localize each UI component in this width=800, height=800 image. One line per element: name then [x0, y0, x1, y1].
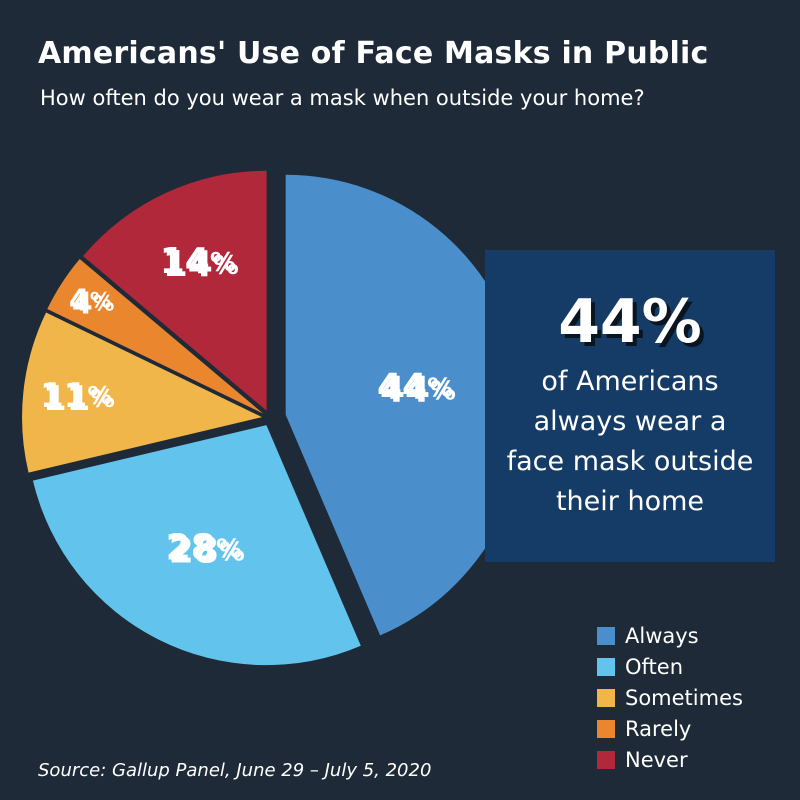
slice-label: 4%	[69, 283, 112, 318]
legend-item-rarely: Rarely	[597, 713, 743, 744]
callout-value: 44%	[558, 287, 702, 357]
legend-label: Sometimes	[625, 685, 743, 710]
legend-swatch	[597, 750, 615, 769]
pie-slice-often	[32, 425, 361, 666]
legend-label: Always	[625, 623, 699, 648]
legend-swatch	[597, 626, 615, 645]
legend-item-always: Always	[597, 620, 743, 651]
legend-swatch	[597, 657, 615, 676]
legend-label: Often	[625, 654, 684, 679]
slice-label-shadow: 11%	[43, 378, 115, 418]
legend: Always Often Sometimes Rarely Never	[597, 620, 743, 775]
slice-label: 44%	[377, 366, 453, 407]
legend-label: Rarely	[625, 716, 692, 741]
slice-label: 14%	[160, 241, 236, 282]
chart-title: Americans' Use of Face Masks in Public	[38, 36, 709, 71]
pie-slice-never	[83, 170, 267, 411]
chart-subtitle: How often do you wear a mask when outsid…	[40, 86, 645, 110]
slice-label-shadow: 14%	[163, 244, 239, 285]
source-note: Source: Gallup Panel, June 29 – July 5, …	[38, 760, 432, 781]
slice-label-shadow: 28%	[169, 530, 245, 571]
legend-item-often: Often	[597, 651, 743, 682]
slice-label: 28%	[166, 527, 242, 568]
slice-label-shadow: 44%	[380, 369, 456, 410]
slice-label: 11%	[40, 375, 112, 415]
legend-swatch	[597, 719, 615, 738]
slice-label-shadow: 4%	[72, 286, 115, 321]
pie-slice-sometimes	[22, 312, 263, 473]
legend-label: Never	[625, 747, 688, 772]
legend-swatch	[597, 688, 615, 707]
pie-slice-always	[285, 174, 526, 636]
callout-box: 44% of Americans always wear a face mask…	[485, 250, 775, 562]
pie-slice-rarely	[47, 259, 264, 414]
legend-item-sometimes: Sometimes	[597, 682, 743, 713]
legend-item-never: Never	[597, 744, 743, 775]
callout-text: of Americans always wear a face mask out…	[506, 366, 754, 517]
